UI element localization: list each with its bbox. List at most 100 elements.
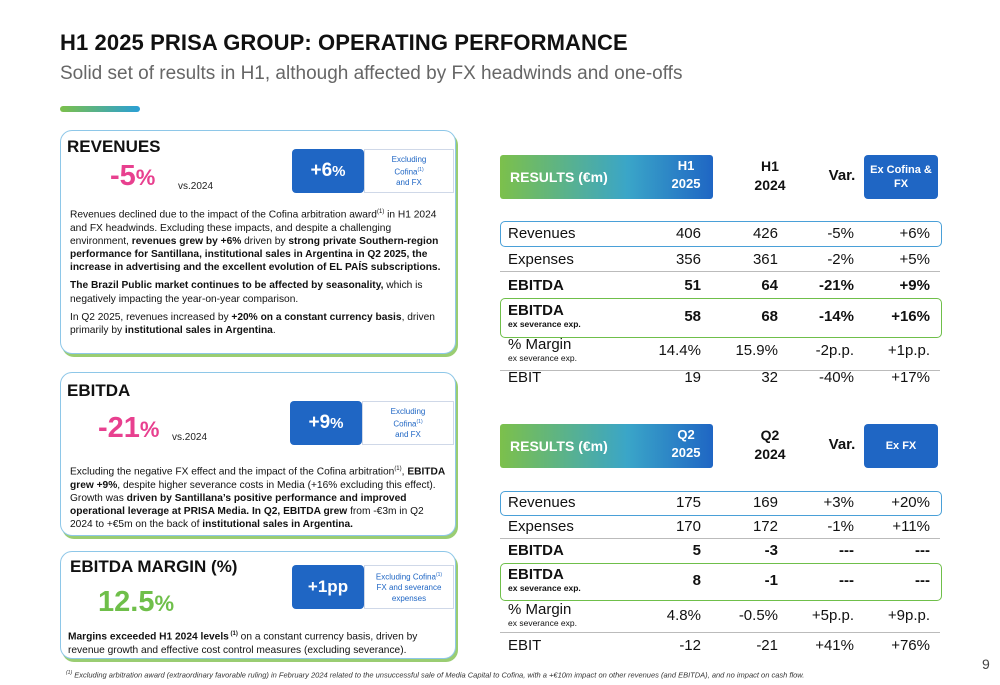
ebitda-margin-badge-note-line1: Excluding Cofina xyxy=(375,572,436,582)
ebitda-badge-number: +9 xyxy=(308,412,331,433)
h1-revenues-highlight xyxy=(500,221,942,247)
row-label: Revenues xyxy=(508,494,576,511)
ebitda-badge-note-line2: Cofina xyxy=(393,419,417,429)
row-label: EBITDA ex severance exp. xyxy=(508,566,581,593)
ebitda-card xyxy=(60,372,456,536)
page-title: H1 2025 PRISA GROUP: OPERATING PERFORMAN… xyxy=(60,30,628,55)
revenues-paragraph-3: In Q2 2025, revenues increased by +20% o… xyxy=(70,311,448,337)
revenues-card-title: REVENUES xyxy=(67,137,161,156)
q2-table-label: RESULTS (€m) xyxy=(500,424,713,468)
row-label: % Margin ex severance exp. xyxy=(508,601,577,628)
ebitda-margin-value-number: 12.5 xyxy=(98,586,155,618)
row-label-main: EBITDA xyxy=(508,302,564,319)
row-cell: +17% xyxy=(891,369,930,386)
ebitda-margin-badge-note-sup: (1) xyxy=(435,571,443,578)
rev-p3-c: , driven primarily by xyxy=(70,311,435,337)
ebitda-body: Excluding the negative FX effect and the… xyxy=(70,463,448,536)
row-cell: +76% xyxy=(891,637,930,654)
revenues-value-number: -5 xyxy=(110,160,136,192)
ebitda-margin-value-unit: % xyxy=(154,591,175,616)
h1-table-header: RESULTS (€m) H1 2025 H1 2024 Var. Ex Cof… xyxy=(500,155,940,199)
row-cell: 5 xyxy=(692,542,701,559)
q2-ebitda-ex-highlight xyxy=(500,563,942,601)
row-cell: 15.9% xyxy=(735,342,778,359)
h1-table-col4: Ex Cofina & FX xyxy=(864,155,938,199)
ebitda-badge-unit: % xyxy=(330,414,344,432)
ebitda-value: -21% xyxy=(98,412,159,445)
eb-p1-e: driven by Santillana’s positive performa… xyxy=(70,492,407,517)
row-label: EBITDA ex severance exp. xyxy=(508,302,581,329)
ebitda-badge-note-line1: Excluding xyxy=(390,406,426,416)
q2-row-separator xyxy=(500,632,940,633)
revenues-badge-note-line3: and FX xyxy=(396,178,422,188)
row-cell: 406 xyxy=(675,225,701,242)
eb-p1-d: , despite higher severance costs in Medi… xyxy=(70,479,436,504)
row-cell: --- xyxy=(915,572,930,589)
h1-col2-line2: 2024 xyxy=(754,177,786,193)
row-cell: +1p.p. xyxy=(887,342,930,359)
row-label: EBIT xyxy=(508,369,542,386)
q2-table-col1: Q2 2025 xyxy=(656,426,716,462)
row-cell: +5p.p. xyxy=(811,607,854,624)
h1-col2-line1: H1 xyxy=(761,158,779,174)
ebitda-badge-note: Excluding Cofina(1) and FX xyxy=(362,401,454,445)
footnote-text: Excluding arbitration award (extraordina… xyxy=(72,670,805,680)
ebitda-margin-badge: +1pp xyxy=(292,565,364,609)
row-cell: 169 xyxy=(752,494,778,511)
row-cell: -5% xyxy=(827,225,854,242)
eb-p1-a: Excluding the negative FX effect and the… xyxy=(70,466,395,478)
q2-col2-line1: Q2 xyxy=(760,427,780,443)
q2-table-col3: Var. xyxy=(828,436,856,453)
row-cell: -12 xyxy=(679,637,701,654)
row-label: % Margin ex severance exp. xyxy=(508,336,577,363)
row-cell: -1 xyxy=(764,572,778,589)
revenues-card xyxy=(60,130,456,354)
row-cell: +9p.p. xyxy=(887,607,930,624)
row-cell: 8 xyxy=(692,572,701,589)
row-label-sub: ex severance exp. xyxy=(508,583,581,593)
ebitda-paragraph-1: Excluding the negative FX effect and the… xyxy=(70,463,448,531)
ebitda-badge-note-line3: and FX xyxy=(395,430,421,440)
row-cell: +3% xyxy=(823,494,854,511)
row-label-main: EBITDA xyxy=(508,566,564,583)
h1-table-label: RESULTS (€m) xyxy=(500,155,713,199)
row-cell: 172 xyxy=(752,518,778,535)
revenues-badge-unit: % xyxy=(332,162,346,180)
row-cell: --- xyxy=(915,542,930,559)
h1-col1-line1: H1 xyxy=(677,158,695,173)
h1-ebitda-ex-highlight xyxy=(500,298,942,338)
row-cell: 356 xyxy=(675,251,701,268)
row-label-main: % Margin xyxy=(508,336,572,353)
row-cell: -14% xyxy=(818,308,854,325)
row-cell: +41% xyxy=(815,637,854,654)
h1-table-col2: H1 2024 xyxy=(740,157,800,195)
ebitda-value-unit: % xyxy=(139,417,160,442)
q2-revenues-highlight xyxy=(500,491,942,516)
revenues-badge-note-sup: (1) xyxy=(417,166,424,173)
q2-row-separator xyxy=(500,538,940,539)
row-label: Revenues xyxy=(508,225,576,242)
row-cell: --- xyxy=(839,572,854,589)
mg-p1-b: on a constant currency basis, driven by … xyxy=(68,631,418,656)
ebitda-value-number: -21 xyxy=(98,412,140,444)
rev-p2-a: The Brazil Public market continues to be… xyxy=(70,280,384,292)
row-cell: 58 xyxy=(684,308,701,325)
row-cell: -40% xyxy=(818,369,854,386)
revenues-badge-number: +6 xyxy=(310,160,333,181)
mg-p1-a: Margins exceeded H1 2024 levels xyxy=(68,631,229,643)
eb-p1-i: institutional sales in Argentina. xyxy=(202,519,354,531)
q2-col1-line1: Q2 xyxy=(677,427,695,442)
row-label: EBITDA xyxy=(508,542,564,559)
rev-p3-b: +20% on a constant currency basis xyxy=(231,311,402,323)
row-cell: 64 xyxy=(761,277,778,294)
row-cell: +20% xyxy=(891,494,930,511)
ebitda-margin-badge-note: Excluding Cofina(1) FX and severance exp… xyxy=(364,565,454,609)
title-accent-bar xyxy=(60,106,140,112)
row-cell: --- xyxy=(839,542,854,559)
footnote: (1) Excluding arbitration award (extraor… xyxy=(66,670,804,680)
revenues-badge: +6% xyxy=(292,149,364,193)
margin-paragraph-1: Margins exceeded H1 2024 levels (1) on a… xyxy=(68,628,452,657)
rev-p3-d: institutional sales in Argentina xyxy=(124,325,273,337)
row-label: EBITDA xyxy=(508,277,564,294)
ebitda-margin-badge-note-line2: FX and severance expenses xyxy=(376,583,442,604)
